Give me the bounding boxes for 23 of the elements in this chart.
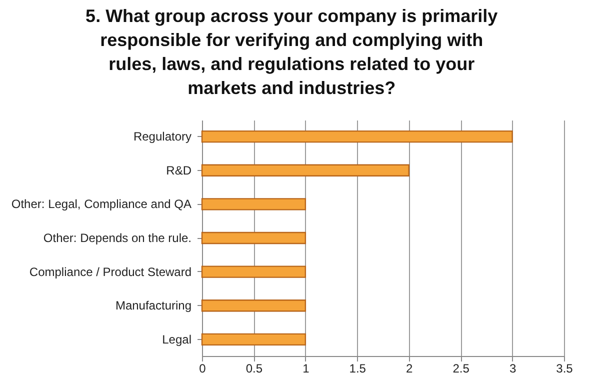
bar <box>201 266 306 278</box>
bar <box>201 198 306 210</box>
y-tick-label: Regulatory <box>133 130 192 144</box>
x-tick-label: 2.5 <box>452 362 470 376</box>
bar <box>201 300 306 312</box>
x-tick-label: 0 <box>199 362 206 376</box>
bar <box>201 232 306 244</box>
bar <box>201 130 513 143</box>
bar <box>201 164 410 176</box>
y-tick-label: R&D <box>166 163 192 178</box>
x-tick-label: 3 <box>509 362 516 376</box>
x-tick-label: 3.5 <box>556 362 574 376</box>
y-tick-label: Other: Depends on the rule. <box>43 231 192 245</box>
x-tick-label: 0.5 <box>246 362 263 376</box>
x-tick-label: 2 <box>406 362 414 376</box>
bar <box>201 333 306 346</box>
y-tick-label: Manufacturing <box>115 298 192 313</box>
x-tick-label: 1.5 <box>349 362 366 376</box>
y-tick-label: Other: Legal, Compliance and QA <box>11 197 192 212</box>
x-tick-label: 1 <box>302 362 310 376</box>
y-tick-label: Legal <box>162 332 192 346</box>
y-tick-label: Compliance / Product Steward <box>29 264 192 279</box>
chart-title: 5. What group across your company is primarily responsible for verifying and complying with rules, laws, and regulations related to your markets and industries? <box>86 6 498 98</box>
